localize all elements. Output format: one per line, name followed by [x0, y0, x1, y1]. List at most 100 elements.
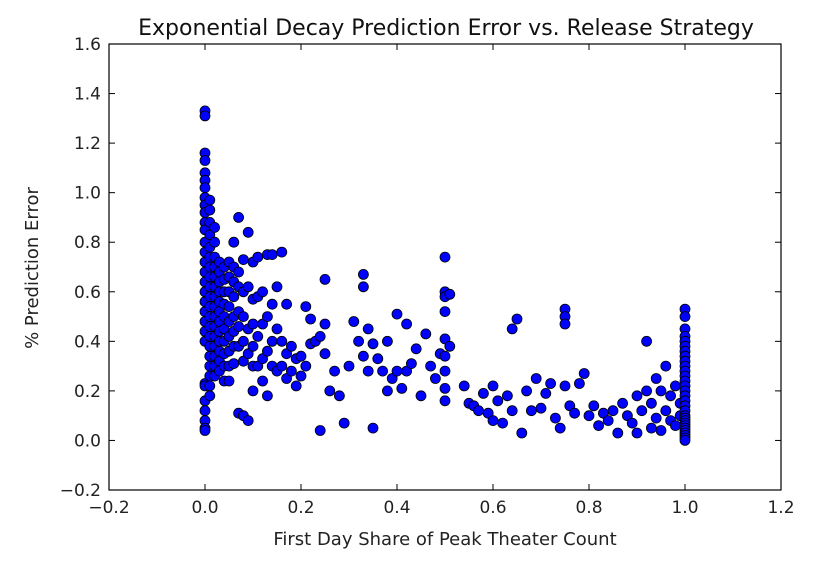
x-tick-label: 0.0: [191, 498, 218, 518]
data-point: [209, 236, 221, 248]
data-point: [660, 405, 672, 417]
data-point: [252, 251, 264, 263]
data-point: [641, 385, 652, 397]
y-tick-label: 1.6: [74, 35, 101, 55]
data-point: [266, 298, 278, 310]
data-point: [381, 335, 393, 347]
data-point: [276, 360, 288, 372]
data-point: [285, 365, 297, 377]
data-point: [593, 420, 604, 432]
data-point: [429, 373, 441, 384]
data-point: [281, 298, 293, 310]
data-point: [670, 380, 681, 392]
data-point: [247, 385, 259, 397]
data-point: [641, 335, 652, 347]
data-point: [295, 350, 307, 362]
data-point: [439, 251, 451, 263]
data-point: [319, 348, 331, 360]
data-point: [204, 390, 216, 402]
data-point: [439, 350, 451, 362]
data-point: [199, 110, 211, 122]
data-point: [578, 368, 590, 379]
data-point: [362, 323, 374, 335]
data-point: [314, 425, 326, 436]
data-point: [415, 390, 427, 402]
data-point: [357, 281, 369, 293]
data-point: [362, 365, 374, 377]
data-point: [396, 382, 408, 394]
data-point: [237, 311, 249, 323]
data-point: [617, 397, 628, 409]
data-point: [444, 340, 456, 352]
y-tick-label: 1.2: [74, 134, 101, 154]
data-point: [444, 288, 456, 300]
data-point: [381, 385, 393, 397]
y-tick-label: 1.4: [74, 85, 101, 105]
data-point: [305, 313, 317, 325]
x-tick-label: 1.0: [671, 498, 698, 518]
data-point: [650, 373, 662, 384]
data-point: [660, 360, 672, 372]
data-point: [487, 415, 499, 427]
data-point: [271, 323, 283, 335]
data-point: [497, 417, 509, 429]
y-tick-label: −0.2: [60, 481, 101, 501]
data-point: [237, 335, 249, 347]
data-point: [233, 211, 245, 223]
data-point: [588, 400, 600, 412]
data-point: [367, 338, 379, 350]
data-point: [439, 306, 451, 318]
data-point: [252, 330, 264, 342]
data-point: [631, 390, 643, 402]
data-point: [492, 395, 504, 407]
data-point: [473, 405, 485, 417]
data-point: [266, 249, 278, 261]
data-point: [439, 382, 451, 394]
data-point: [550, 412, 561, 424]
data-point: [261, 311, 273, 323]
data-point: [247, 318, 259, 330]
data-point: [391, 308, 403, 320]
data-point: [199, 425, 211, 436]
data-point: [511, 313, 523, 325]
data-point: [665, 390, 676, 402]
data-point: [348, 316, 360, 327]
data-point: [583, 410, 595, 422]
data-point: [266, 335, 278, 347]
x-tick-label: 0.6: [479, 498, 506, 518]
y-tick-label: 0.4: [74, 332, 101, 352]
data-point: [257, 286, 269, 298]
data-point: [276, 246, 288, 258]
data-point: [636, 405, 648, 417]
data-point: [401, 318, 413, 330]
x-tick-label: 0.2: [287, 498, 314, 518]
data-point: [228, 236, 240, 248]
data-point: [646, 422, 657, 434]
data-point: [285, 340, 297, 352]
data-point: [420, 328, 432, 340]
data-point: [357, 268, 369, 280]
data-point: [357, 350, 369, 362]
data-point: [655, 425, 667, 436]
data-point: [228, 291, 240, 303]
data-point: [545, 378, 556, 389]
data-point: [199, 155, 211, 166]
data-point: [319, 318, 331, 330]
data-point: [626, 417, 638, 429]
data-point: [516, 427, 528, 439]
data-point: [574, 378, 585, 389]
data-point: [204, 380, 216, 392]
data-point: [367, 422, 379, 434]
data-point: [295, 370, 307, 382]
data-point: [257, 353, 269, 365]
data-point: [425, 360, 437, 372]
data-point: [607, 405, 619, 417]
y-tick-label: 0.8: [74, 233, 101, 253]
y-tick-label: 1.0: [74, 184, 101, 204]
data-point: [679, 434, 691, 446]
data-points: [199, 105, 691, 446]
data-point: [679, 311, 691, 323]
data-point: [247, 340, 259, 352]
data-point: [646, 397, 657, 409]
